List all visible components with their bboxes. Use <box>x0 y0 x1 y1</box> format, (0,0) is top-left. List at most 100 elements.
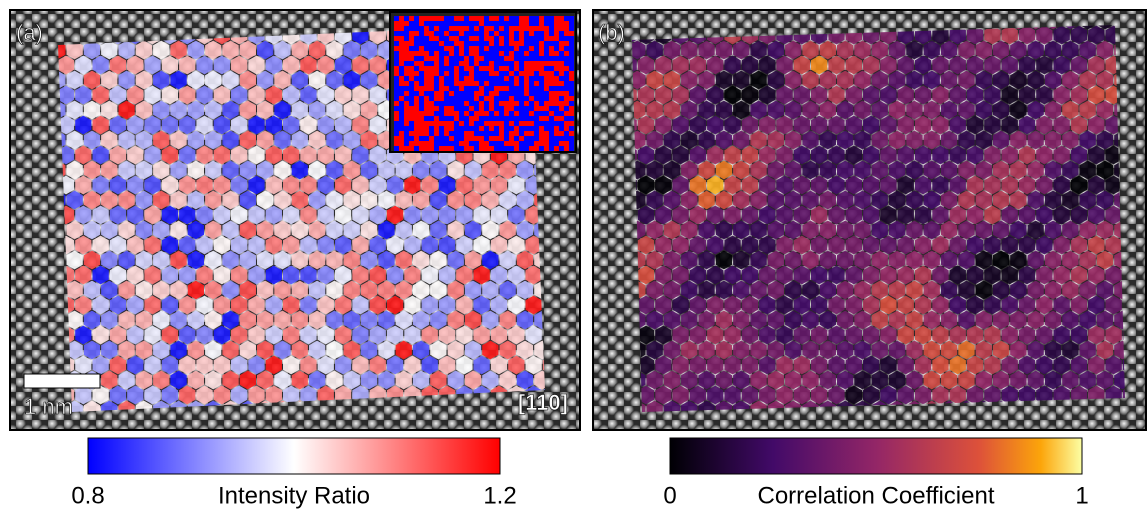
pattern-cell <box>459 36 464 41</box>
pattern-cell <box>750 70 767 90</box>
pattern-cell <box>1096 220 1114 240</box>
pattern-cell <box>484 111 489 116</box>
pattern-cell <box>434 61 439 66</box>
pattern-cell <box>940 70 958 90</box>
pattern-cell <box>464 131 469 136</box>
pattern-cell <box>534 146 539 151</box>
pattern-cell <box>434 106 439 111</box>
pattern-cell <box>459 126 464 131</box>
pattern-cell <box>539 131 544 136</box>
pattern-cell <box>404 61 409 66</box>
pattern-cell <box>811 175 828 195</box>
pattern-cell <box>785 100 802 120</box>
pattern-cell <box>429 101 434 106</box>
pattern-cell <box>837 160 854 180</box>
pattern-cell <box>399 36 404 41</box>
pattern-cell <box>549 71 554 76</box>
pattern-cell <box>404 56 409 61</box>
pattern-cell <box>499 46 504 51</box>
pattern-cell <box>681 370 698 390</box>
pattern-cell <box>681 340 698 360</box>
pattern-cell <box>459 106 464 111</box>
pattern-cell <box>767 70 784 90</box>
pattern-cell <box>984 55 1001 75</box>
pattern-cell <box>404 205 421 225</box>
pattern-cell <box>474 96 479 101</box>
pattern-cell <box>569 141 574 146</box>
pattern-cell <box>404 91 409 96</box>
pattern-cell <box>489 111 494 116</box>
pattern-cell <box>447 340 464 360</box>
pattern-cell <box>672 115 689 135</box>
pattern-cell <box>519 36 524 41</box>
pattern-cell <box>127 265 144 285</box>
pattern-cell <box>549 121 554 126</box>
pattern-cell <box>419 51 424 56</box>
pattern-cell <box>283 325 300 345</box>
pattern-cell <box>524 101 529 106</box>
pattern-cell <box>429 96 434 101</box>
pattern-cell <box>569 66 574 71</box>
pattern-cell <box>449 36 454 41</box>
pattern-cell <box>564 46 569 51</box>
pattern-cell <box>394 76 399 81</box>
pattern-cell <box>404 146 409 151</box>
pattern-cell <box>283 295 300 315</box>
pattern-cell <box>1079 340 1096 360</box>
pattern-cell <box>434 76 439 81</box>
pattern-cell <box>474 66 479 71</box>
pattern-cell <box>118 40 135 60</box>
panel-label: (b) <box>598 20 625 45</box>
pattern-cell <box>127 85 144 105</box>
pattern-cell <box>1027 280 1044 300</box>
pattern-cell <box>474 21 479 26</box>
pattern-cell <box>1036 115 1053 135</box>
pattern-cell <box>482 220 499 240</box>
pattern-cell <box>144 265 161 285</box>
pattern-cell <box>1036 385 1053 405</box>
pattern-cell <box>828 55 845 75</box>
pattern-cell <box>469 121 474 126</box>
pattern-cell <box>101 190 118 210</box>
pattern-cell <box>438 265 456 285</box>
pattern-cell <box>399 61 404 66</box>
pattern-cell <box>534 61 539 66</box>
pattern-cell <box>309 190 326 210</box>
pattern-cell <box>412 160 430 180</box>
pattern-cell <box>759 145 776 165</box>
pattern-cell <box>559 131 564 136</box>
colorbar-title: Correlation Coefficient <box>757 482 994 509</box>
pattern-cell <box>889 250 906 270</box>
pattern-cell <box>519 41 524 46</box>
pattern-cell <box>776 85 793 105</box>
pattern-cell <box>109 355 127 375</box>
pattern-cell <box>484 61 489 66</box>
pattern-cell <box>707 115 724 135</box>
pattern-cell <box>1001 55 1018 75</box>
pattern-cell <box>863 175 880 195</box>
pattern-cell <box>196 235 213 255</box>
pattern-cell <box>559 121 564 126</box>
pattern-cell <box>429 56 434 61</box>
pattern-cell <box>399 31 404 36</box>
pattern-cell <box>179 175 196 195</box>
pattern-cell <box>984 115 1001 135</box>
pattern-cell <box>326 130 343 150</box>
pattern-cell <box>524 16 529 21</box>
pattern-cell <box>1079 220 1096 240</box>
pattern-cell <box>940 190 958 210</box>
pattern-cell <box>378 160 395 180</box>
pattern-cell <box>399 46 404 51</box>
pattern-cell <box>343 100 360 120</box>
pattern-cell <box>248 295 265 315</box>
pattern-cell <box>741 325 758 345</box>
pattern-cell <box>101 100 118 120</box>
pattern-cell <box>300 385 317 405</box>
pattern-cell <box>265 355 282 375</box>
pattern-cell <box>508 175 525 195</box>
pattern-cell <box>424 111 429 116</box>
pattern-cell <box>1027 340 1044 360</box>
pattern-cell <box>464 146 469 151</box>
pattern-cell <box>1070 265 1088 285</box>
pattern-cell <box>424 26 429 31</box>
